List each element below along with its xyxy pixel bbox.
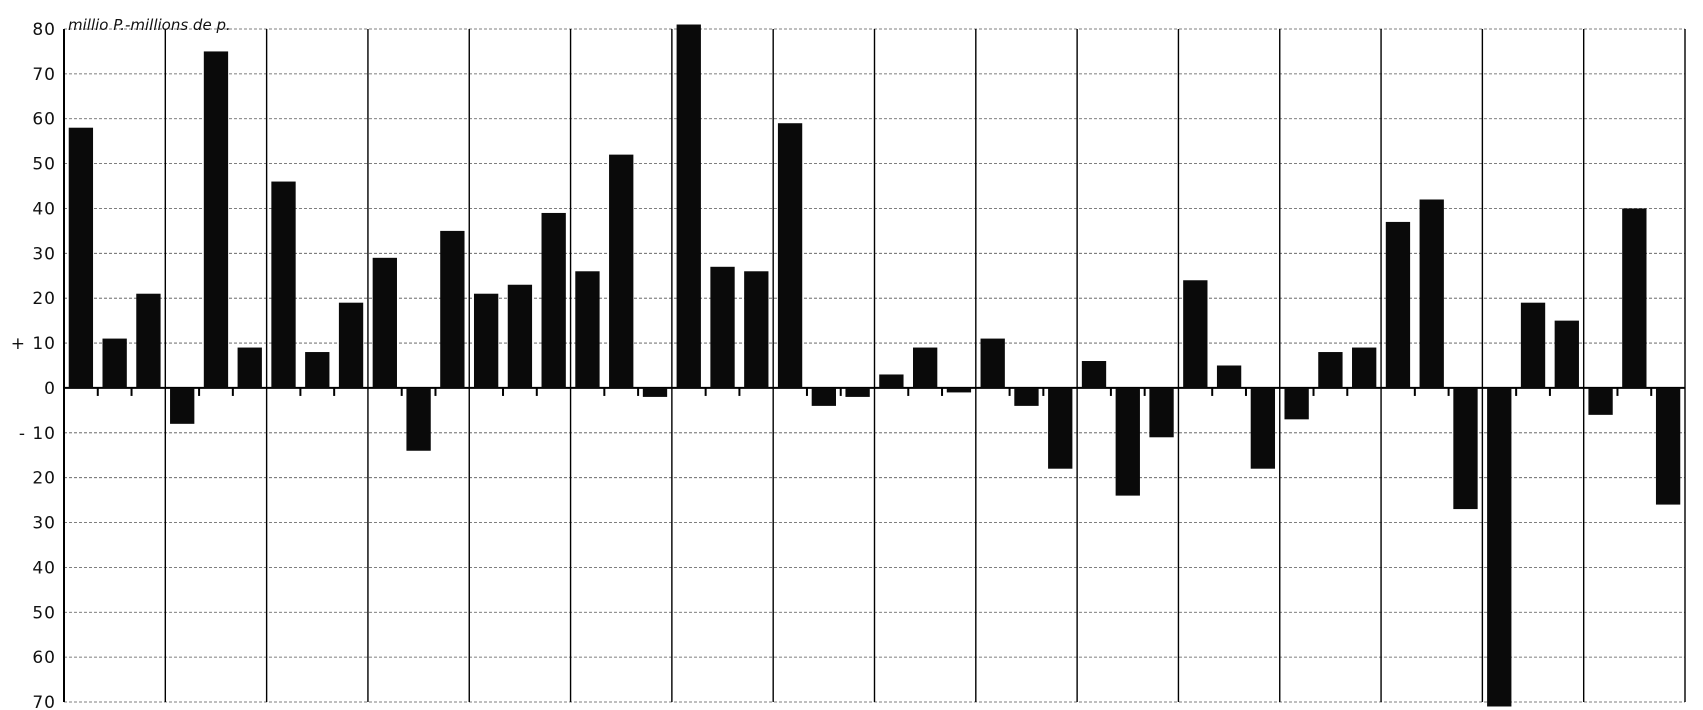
bar <box>609 154 634 388</box>
y-tick-label: 70 <box>32 65 56 85</box>
bar <box>1487 387 1512 707</box>
bar <box>1284 387 1309 420</box>
y-tick-label: - 10 <box>19 424 56 444</box>
bar <box>642 387 668 397</box>
bar <box>1655 387 1681 505</box>
bar <box>68 127 94 388</box>
y-tick-labels: 80 70 60 50 40 30 20 + 10 0 - 10 20 30 40 50 60 70 <box>11 20 56 710</box>
y-tick-label: 40 <box>32 199 56 219</box>
y-tick-label: 30 <box>32 244 56 264</box>
bar <box>440 230 465 388</box>
bar <box>1115 387 1140 496</box>
y-tick-label: 20 <box>32 289 56 309</box>
bar <box>710 266 735 388</box>
bar <box>203 51 229 388</box>
bar <box>1318 352 1343 388</box>
bar <box>879 374 904 388</box>
bar <box>1352 347 1377 388</box>
bar <box>1149 387 1174 438</box>
y-tick-label: 40 <box>32 558 56 578</box>
bar <box>271 181 296 388</box>
bar <box>980 338 1005 388</box>
bar <box>811 387 837 406</box>
bar <box>406 387 431 451</box>
bar <box>102 338 127 388</box>
y-tick-label: 80 <box>32 20 56 40</box>
bar <box>338 302 364 388</box>
bar <box>946 387 972 393</box>
bar <box>1554 320 1579 388</box>
bar <box>1385 221 1411 388</box>
bar <box>237 347 262 388</box>
bar <box>473 293 499 388</box>
bar <box>1250 387 1276 469</box>
y-tick-label: 50 <box>32 603 56 623</box>
bar <box>1520 302 1546 388</box>
bar <box>575 271 600 388</box>
y-tick-label: 60 <box>32 648 56 668</box>
grid <box>63 28 1686 703</box>
bar <box>1014 387 1039 406</box>
bar <box>170 387 195 424</box>
bar <box>777 123 803 388</box>
bar <box>372 257 397 388</box>
bar <box>1453 387 1478 510</box>
y-tick-label: 70 <box>32 693 56 710</box>
bar <box>1216 365 1242 388</box>
bar <box>1048 387 1073 469</box>
bar <box>1419 199 1444 388</box>
bars <box>68 24 1681 707</box>
unit-label: millio P.-millions de p. <box>68 16 231 34</box>
y-tick-label: 50 <box>32 155 56 175</box>
bar <box>676 24 701 388</box>
bar <box>1588 387 1613 415</box>
bar <box>912 347 938 388</box>
bar <box>1081 361 1107 388</box>
bar <box>507 284 533 388</box>
bar <box>744 271 769 388</box>
bar <box>541 212 566 388</box>
y-tick-label: 30 <box>32 514 56 534</box>
axes <box>96 387 1653 396</box>
bar <box>1183 280 1208 388</box>
bar <box>1622 208 1647 388</box>
bar <box>305 352 330 388</box>
bar <box>845 387 870 397</box>
y-tick-label: 20 <box>32 469 56 489</box>
y-tick-label: + 10 <box>11 334 56 354</box>
bar <box>136 293 161 388</box>
y-tick-label: 0 <box>44 379 56 399</box>
y-tick-label: 60 <box>32 110 56 130</box>
